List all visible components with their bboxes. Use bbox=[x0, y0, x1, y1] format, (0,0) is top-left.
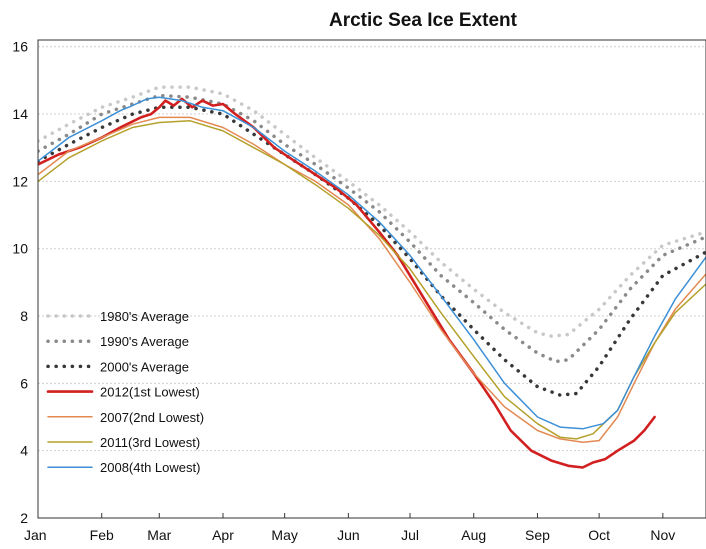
legend-label: 2012(1st Lowest) bbox=[100, 385, 200, 400]
x-tick-label: Sep bbox=[525, 527, 550, 543]
legend-label: 2008(4th Lowest) bbox=[100, 460, 200, 475]
x-tick-label: Feb bbox=[90, 527, 114, 543]
chart-title: Arctic Sea Ice Extent bbox=[329, 10, 518, 31]
y-tick-label: 16 bbox=[12, 39, 28, 55]
y-axis-ticks: 2 4 6 8 10 12 14 16 bbox=[12, 39, 28, 526]
x-tick-label: Aug bbox=[461, 527, 486, 543]
x-tick-label: Jul bbox=[401, 527, 419, 543]
plot-frame bbox=[37, 39, 706, 519]
legend-label: 2011(3rd Lowest) bbox=[100, 435, 200, 450]
series-line-3 bbox=[38, 105, 706, 397]
y-tick-label: 10 bbox=[12, 241, 28, 257]
x-tick-label: Apr bbox=[212, 527, 234, 543]
y-tick-label: 4 bbox=[20, 443, 28, 459]
series-line-4 bbox=[38, 97, 656, 469]
x-tick-label: Jan bbox=[24, 527, 47, 543]
x-tick-label: Oct bbox=[588, 527, 610, 543]
y-tick-label: 6 bbox=[20, 375, 28, 391]
x-axis-ticks: Jan Feb Mar Apr May Jun Jul Aug Sep Oct Nov bbox=[24, 513, 675, 543]
series-layer bbox=[38, 85, 706, 469]
series-line-2 bbox=[38, 93, 706, 364]
x-tick-label: May bbox=[271, 527, 297, 543]
legend-label: 2000's Average bbox=[100, 359, 189, 374]
legend-label: 2007(2nd Lowest) bbox=[100, 410, 204, 425]
series-line-5 bbox=[38, 116, 706, 444]
series-line-7 bbox=[38, 96, 706, 430]
legend-label: 1990's Average bbox=[100, 334, 189, 349]
legend-label: 1980's Average bbox=[100, 309, 189, 324]
y-tick-label: 8 bbox=[20, 308, 28, 324]
series-line-1 bbox=[38, 85, 706, 338]
y-tick-label: 14 bbox=[12, 106, 28, 122]
x-tick-label: Mar bbox=[147, 527, 171, 543]
x-tick-label: Nov bbox=[650, 527, 675, 543]
y-tick-label: 12 bbox=[12, 173, 28, 189]
x-tick-label: Jun bbox=[337, 527, 360, 543]
y-tick-label: 2 bbox=[20, 510, 28, 526]
legend: 1980's Average 1990's Average 2000's Avera… bbox=[46, 309, 204, 475]
